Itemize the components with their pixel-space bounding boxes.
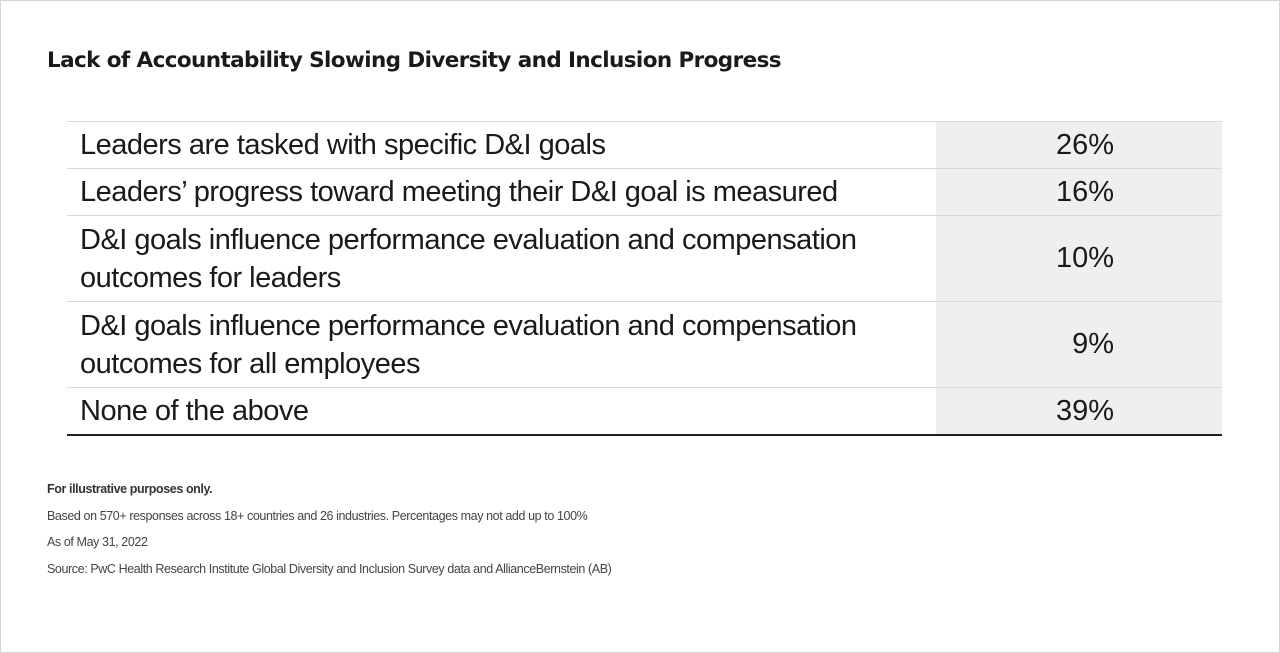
row-label: Leaders’ progress toward meeting their D…	[80, 176, 838, 208]
basis-note: Based on 570+ responses across 18+ count…	[47, 508, 588, 523]
footnotes: For illustrative purposes only. Based on…	[47, 480, 612, 587]
row-value-cell: 9%	[936, 302, 1222, 387]
row-value-cell: 16%	[936, 169, 1222, 215]
row-value: 39%	[1055, 394, 1114, 427]
row-label: Leaders are tasked with specific D&I goa…	[80, 129, 606, 161]
row-value: 9%	[1072, 328, 1114, 360]
table-row: Leaders are tasked with specific D&I goa…	[67, 122, 1222, 169]
date-note: As of May 31, 2022	[47, 535, 148, 550]
disclaimer-note: For illustrative purposes only.	[47, 482, 213, 496]
table-row: None of the above 39%	[67, 388, 1222, 434]
row-value-cell: 39%	[936, 388, 1222, 434]
row-value-cell: 10%	[936, 216, 1222, 301]
source-note: Source: PwC Health Research Institute Gl…	[47, 562, 612, 577]
row-label: D&I goals influence performance evaluati…	[80, 309, 857, 380]
row-value: 16%	[1055, 175, 1114, 208]
row-value: 10%	[1055, 242, 1114, 274]
table-row: D&I goals influence performance evaluati…	[67, 216, 1222, 302]
row-label: None of the above	[80, 395, 309, 427]
table-row: Leaders’ progress toward meeting their D…	[67, 169, 1222, 216]
chart-title: Lack of Accountability Slowing Diversity…	[47, 48, 782, 73]
row-label: D&I goals influence performance evaluati…	[80, 223, 857, 294]
table-row: D&I goals influence performance evaluati…	[67, 302, 1222, 388]
data-table: Leaders are tasked with specific D&I goa…	[67, 121, 1222, 436]
row-value: 26%	[1055, 128, 1114, 161]
row-value-cell: 26%	[936, 122, 1222, 168]
